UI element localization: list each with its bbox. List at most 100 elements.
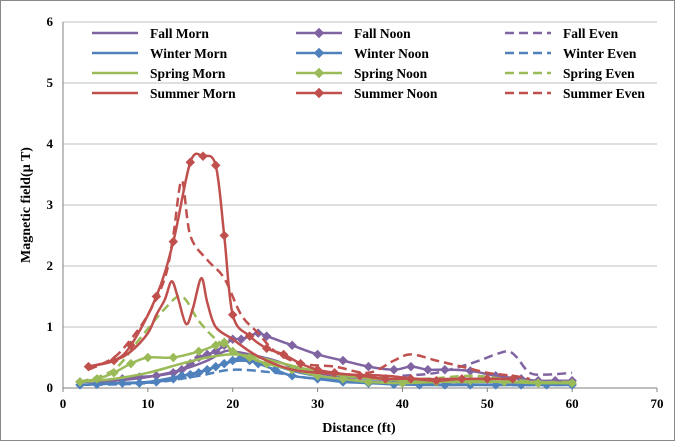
data-point-fall-noon xyxy=(236,334,247,345)
legend-label-fall-morn: Fall Morn xyxy=(150,26,209,41)
data-point-fall-noon xyxy=(363,361,374,372)
data-point-spring-noon xyxy=(397,378,408,388)
y-tick-label: 4 xyxy=(47,136,54,151)
x-tick-label: 60 xyxy=(566,396,579,411)
data-point-winter-noon xyxy=(270,364,280,375)
legend-label-spring-even: Spring Even xyxy=(563,66,635,81)
legend-label-spring-noon: Spring Noon xyxy=(354,66,428,81)
data-point-fall-noon xyxy=(312,349,323,360)
data-point-fall-noon xyxy=(389,364,399,375)
x-tick-label: 30 xyxy=(311,396,324,411)
data-point-winter-noon xyxy=(227,355,238,366)
data-point-summer-noon xyxy=(431,375,442,386)
series-group xyxy=(75,151,577,390)
data-point-summer-noon xyxy=(312,364,323,375)
data-point-spring-noon xyxy=(126,358,136,369)
legend-item-summer-morn: Summer Morn xyxy=(92,86,236,101)
data-point-winter-noon xyxy=(210,361,221,372)
series-spring-even xyxy=(79,294,573,384)
legend-marker-spring-noon xyxy=(313,67,325,79)
y-tick-label: 3 xyxy=(47,197,54,212)
data-point-summer-noon xyxy=(482,373,493,384)
series-summer-morn xyxy=(88,276,513,381)
data-point-spring-noon xyxy=(210,340,221,351)
data-point-summer-noon xyxy=(109,355,119,366)
data-point-summer-noon xyxy=(380,373,391,384)
legend-label-summer-morn: Summer Morn xyxy=(150,86,236,101)
data-point-fall-noon xyxy=(406,361,416,372)
data-point-summer-noon xyxy=(244,331,255,342)
y-tick-label: 6 xyxy=(47,14,54,29)
y-axis-title: Magnetic field(µ T) xyxy=(19,147,34,263)
data-point-spring-noon xyxy=(338,373,348,384)
y-tick-label: 5 xyxy=(47,75,54,90)
legend-item-winter-morn: Winter Morn xyxy=(92,46,228,61)
legend-label-spring-morn: Spring Morn xyxy=(150,66,226,81)
data-point-summer-noon xyxy=(219,230,230,241)
legend-item-spring-morn: Spring Morn xyxy=(92,66,226,81)
data-point-summer-noon xyxy=(261,343,272,354)
legend-label-winter-noon: Winter Noon xyxy=(354,46,429,61)
data-point-spring-noon xyxy=(363,377,374,387)
data-point-spring-noon xyxy=(168,352,179,363)
data-point-summer-noon xyxy=(210,160,221,171)
data-point-summer-noon xyxy=(329,367,340,378)
legend-item-winter-noon: Winter Noon xyxy=(296,46,429,61)
series-fall-even xyxy=(402,350,573,378)
data-point-fall-noon xyxy=(338,355,348,366)
series-line-summer-even xyxy=(87,179,530,381)
data-point-winter-noon xyxy=(168,373,179,384)
data-point-summer-noon xyxy=(227,309,238,320)
legend-item-spring-noon: Spring Noon xyxy=(296,66,428,81)
x-tick-label: 40 xyxy=(396,396,409,411)
legend-label-summer-noon: Summer Noon xyxy=(354,86,438,101)
legend-marker-summer-noon xyxy=(313,87,325,99)
legend-marker-fall-noon xyxy=(313,27,325,39)
data-point-summer-noon xyxy=(355,370,365,381)
series-line-spring-even xyxy=(79,294,573,384)
legend-label-winter-even: Winter Even xyxy=(563,46,637,61)
x-tick-label: 50 xyxy=(481,396,494,411)
x-tick-label: 20 xyxy=(226,396,239,411)
legend-item-fall-even: Fall Even xyxy=(505,26,619,41)
legend-item-summer-even: Summer Even xyxy=(505,86,645,101)
series-line-fall-even xyxy=(402,350,573,378)
legend-label-winter-morn: Winter Morn xyxy=(150,46,228,61)
y-tick-label: 1 xyxy=(47,319,54,334)
data-point-fall-noon xyxy=(287,340,297,351)
y-tick-label: 0 xyxy=(47,380,54,395)
data-point-winter-noon xyxy=(193,367,204,378)
data-point-summer-noon xyxy=(185,157,196,168)
series-winter-even xyxy=(79,368,573,387)
legend-marker-winter-noon xyxy=(313,47,325,59)
legend-item-summer-noon: Summer Noon xyxy=(296,86,438,101)
legend-item-fall-noon: Fall Noon xyxy=(296,26,411,41)
data-point-summer-noon xyxy=(198,151,208,162)
x-tick-label: 10 xyxy=(141,396,154,411)
y-tick-label: 2 xyxy=(47,258,54,273)
data-point-fall-noon xyxy=(261,331,272,342)
legend-item-winter-even: Winter Even xyxy=(505,46,637,61)
legend: Fall Morn Fall Noon Fall Even Winter Morn Wi… xyxy=(92,26,645,101)
data-point-summer-noon xyxy=(456,373,467,384)
legend-item-fall-morn: Fall Morn xyxy=(92,26,209,41)
legend-label-fall-noon: Fall Noon xyxy=(354,26,411,41)
data-point-winter-noon xyxy=(185,369,196,380)
x-axis-title: Distance (ft) xyxy=(322,421,396,436)
x-tick-label: 70 xyxy=(651,396,664,411)
series-line-winter-even xyxy=(79,368,573,387)
data-point-winter-noon xyxy=(219,358,230,369)
legend-label-summer-even: Summer Even xyxy=(563,86,645,101)
legend-item-spring-even: Spring Even xyxy=(505,66,635,81)
series-summer-even xyxy=(87,179,530,381)
series-line-summer-morn xyxy=(88,276,513,381)
x-tick-label: 0 xyxy=(60,396,67,411)
data-point-spring-noon xyxy=(193,346,204,357)
data-point-summer-noon xyxy=(406,373,416,384)
legend-label-fall-even: Fall Even xyxy=(563,26,619,41)
data-point-summer-noon xyxy=(278,349,289,360)
grid-lines xyxy=(63,21,657,328)
